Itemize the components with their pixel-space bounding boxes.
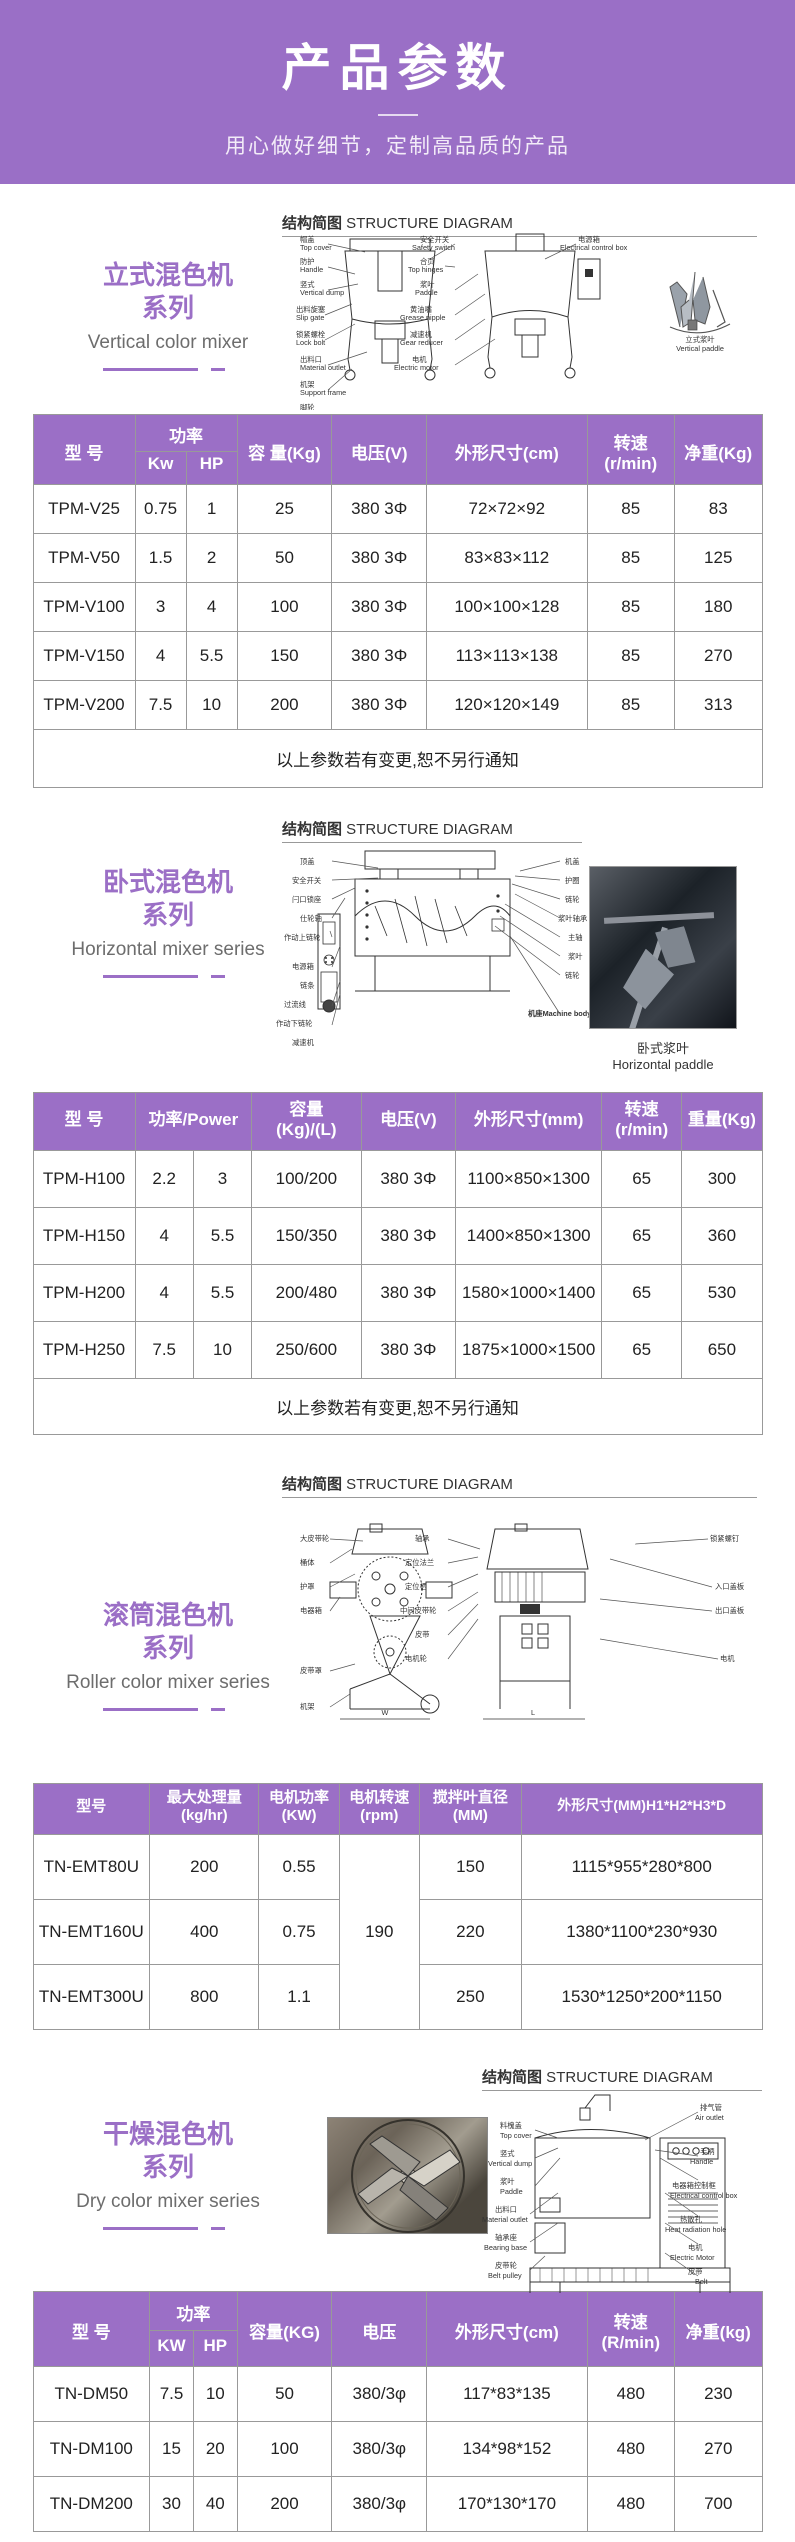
svg-text:作动上链轮: 作动上链轮 bbox=[284, 933, 320, 942]
svg-text:排气管: 排气管 bbox=[700, 2103, 722, 2112]
svg-text:链轮: 链轮 bbox=[565, 895, 580, 904]
svg-text:浆叶: 浆叶 bbox=[500, 2177, 515, 2186]
svg-text:减速机: 减速机 bbox=[292, 1038, 315, 1047]
svg-text:浆叶轴承: 浆叶轴承 bbox=[558, 914, 588, 923]
svg-text:Handle: Handle bbox=[690, 2157, 713, 2166]
svg-text:电机轮: 电机轮 bbox=[405, 1654, 427, 1663]
svg-text:Top hinges: Top hinges bbox=[408, 265, 444, 274]
svg-text:电机: 电机 bbox=[688, 2243, 703, 2252]
svg-text:皮带: 皮带 bbox=[688, 2267, 703, 2276]
svg-text:安全开关: 安全开关 bbox=[292, 876, 321, 885]
svg-text:主轴: 主轴 bbox=[568, 933, 583, 942]
svg-text:Electrical control box: Electrical control box bbox=[670, 2191, 738, 2200]
svg-text:护罩: 护罩 bbox=[300, 1582, 315, 1591]
svg-text:轴承: 轴承 bbox=[415, 1534, 430, 1543]
svg-text:仕轮轴: 仕轮轴 bbox=[300, 914, 322, 923]
svg-text:W: W bbox=[382, 1708, 389, 1717]
svg-text:电器箱: 电器箱 bbox=[300, 1606, 322, 1615]
svg-text:机盖: 机盖 bbox=[565, 857, 580, 866]
svg-text:Electric motor: Electric motor bbox=[394, 363, 439, 372]
svg-text:皮带罩: 皮带罩 bbox=[300, 1666, 322, 1675]
svg-text:中间皮带轮: 中间皮带轮 bbox=[400, 1606, 436, 1615]
svg-text:轴承座: 轴承座 bbox=[495, 2233, 517, 2242]
svg-text:皮带: 皮带 bbox=[415, 1630, 430, 1639]
svg-text:Handle: Handle bbox=[300, 265, 323, 274]
svg-text:Material outlet: Material outlet bbox=[482, 2215, 528, 2224]
svg-text:Belt: Belt bbox=[695, 2277, 708, 2286]
svg-text:入口盖板: 入口盖板 bbox=[715, 1582, 745, 1591]
svg-text:出料口: 出料口 bbox=[495, 2205, 517, 2214]
svg-text:Electrical control box: Electrical control box bbox=[560, 243, 628, 252]
svg-text:Support frame: Support frame bbox=[300, 388, 346, 397]
svg-text:链轮: 链轮 bbox=[565, 971, 580, 980]
svg-text:锁紧螺钉: 锁紧螺钉 bbox=[710, 1534, 740, 1543]
svg-text:Gear reducer: Gear reducer bbox=[400, 338, 444, 347]
svg-text:L: L bbox=[531, 1708, 535, 1717]
svg-text:Paddle: Paddle bbox=[500, 2187, 523, 2196]
svg-text:Bearing base: Bearing base bbox=[484, 2243, 527, 2252]
svg-text:大皮带轮: 大皮带轮 bbox=[300, 1534, 329, 1543]
svg-text:Vertical dump: Vertical dump bbox=[300, 288, 344, 297]
svg-text:桶体: 桶体 bbox=[300, 1558, 315, 1567]
svg-text:Top cover: Top cover bbox=[300, 243, 332, 252]
svg-text:立式浆叶: 立式浆叶 bbox=[685, 335, 715, 344]
svg-text:脚轮: 脚轮 bbox=[300, 403, 315, 410]
svg-text:电机: 电机 bbox=[720, 1654, 735, 1663]
svg-text:Top cover: Top cover bbox=[500, 2131, 532, 2140]
svg-text:Lock bolt: Lock bolt bbox=[296, 338, 325, 347]
svg-text:出口盖板: 出口盖板 bbox=[715, 1606, 745, 1615]
svg-text:电器箱控制框: 电器箱控制框 bbox=[672, 2181, 716, 2190]
svg-text:机架: 机架 bbox=[300, 1702, 315, 1711]
svg-text:Air outlet: Air outlet bbox=[695, 2113, 724, 2122]
svg-text:过流线: 过流线 bbox=[284, 1000, 307, 1009]
svg-text:手柄: 手柄 bbox=[700, 2147, 715, 2156]
svg-text:Paddle: Paddle bbox=[415, 288, 438, 297]
svg-text:Heat radiation hole: Heat radiation hole bbox=[665, 2225, 726, 2234]
svg-text:竖式: 竖式 bbox=[500, 2149, 515, 2158]
svg-text:Material outlet: Material outlet bbox=[300, 363, 346, 372]
svg-text:护圈: 护圈 bbox=[565, 876, 580, 885]
svg-text:作动下链轮: 作动下链轮 bbox=[276, 1019, 312, 1028]
svg-text:定位法兰: 定位法兰 bbox=[405, 1558, 434, 1567]
svg-text:闩口锁座: 闩口锁座 bbox=[292, 895, 321, 904]
svg-text:浆叶: 浆叶 bbox=[568, 952, 583, 961]
svg-text:Vertical paddle: Vertical paddle bbox=[676, 344, 724, 353]
svg-text:定位栖: 定位栖 bbox=[405, 1582, 427, 1591]
svg-text:热散孔: 热散孔 bbox=[680, 2215, 703, 2224]
svg-text:Electric Motor: Electric Motor bbox=[670, 2253, 715, 2262]
svg-text:Belt pulley: Belt pulley bbox=[488, 2271, 522, 2280]
svg-text:Grease nipple: Grease nipple bbox=[400, 313, 445, 322]
svg-text:Vertical dump: Vertical dump bbox=[488, 2159, 532, 2168]
svg-text:皮带轮: 皮带轮 bbox=[495, 2261, 517, 2270]
svg-text:料槐盖: 料槐盖 bbox=[500, 2121, 522, 2130]
svg-text:电源箱: 电源箱 bbox=[292, 962, 314, 971]
svg-text:顶盖: 顶盖 bbox=[300, 857, 315, 866]
svg-text:Slip gate: Slip gate bbox=[296, 313, 324, 322]
svg-text:链条: 链条 bbox=[300, 981, 315, 990]
